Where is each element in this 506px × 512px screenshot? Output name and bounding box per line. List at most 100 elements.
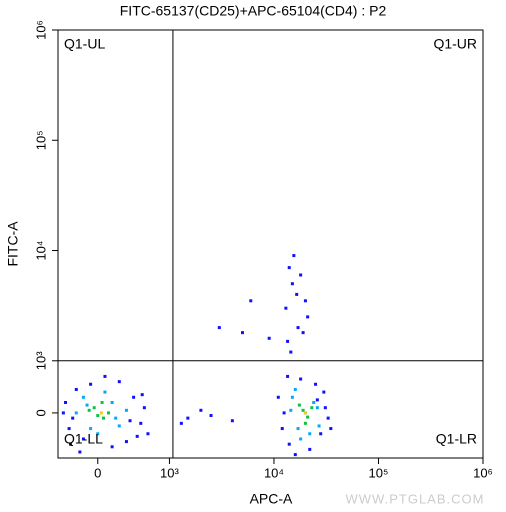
dot <box>69 442 73 446</box>
dot <box>322 390 326 394</box>
dot <box>81 437 85 441</box>
x-tick-label: 10⁶ <box>473 465 493 480</box>
dot <box>303 411 307 415</box>
dot <box>286 339 290 343</box>
y-tick-label: 10⁴ <box>33 241 48 261</box>
y-tick-label: 10⁶ <box>33 20 48 40</box>
dot <box>99 411 103 415</box>
dot <box>217 326 221 330</box>
dot <box>296 326 300 330</box>
dot <box>89 382 93 386</box>
dot <box>301 408 305 412</box>
dot <box>290 395 294 399</box>
dot <box>103 390 107 394</box>
dot <box>96 414 100 418</box>
x-tick-label: 10³ <box>160 465 179 480</box>
dot <box>135 434 139 438</box>
quadrant-label: Q1-LL <box>64 431 103 447</box>
x-tick-label: 0 <box>94 465 101 480</box>
x-tick-label: 10⁴ <box>264 465 284 480</box>
dot <box>78 450 82 454</box>
dot <box>299 377 303 381</box>
dot <box>276 395 280 399</box>
x-axis-label: APC-A <box>250 491 293 507</box>
dot <box>139 421 143 425</box>
dot <box>87 408 91 412</box>
dot <box>286 374 290 378</box>
dot <box>287 442 291 446</box>
y-tick-label: 10⁵ <box>33 130 48 150</box>
quadrant-label: Q1-UL <box>64 36 105 52</box>
dot <box>230 419 234 423</box>
y-axis-label: FITC-A <box>5 221 21 267</box>
dot <box>315 398 319 402</box>
dot <box>314 382 318 386</box>
dot <box>310 406 314 410</box>
dot <box>71 416 75 420</box>
dot <box>306 415 310 419</box>
dot <box>142 406 146 410</box>
dot <box>241 331 245 335</box>
chart-title: FITC-65137(CD25)+APC-65104(CD4) : P2 <box>120 3 387 19</box>
dot <box>64 400 68 404</box>
dot <box>299 273 303 277</box>
dot <box>61 411 65 415</box>
dot <box>289 408 293 412</box>
quadrant-label: Q1-UR <box>433 36 477 52</box>
dot <box>317 424 321 428</box>
dot <box>289 350 293 354</box>
dot <box>89 427 93 431</box>
dot <box>209 414 213 418</box>
dot <box>303 299 307 303</box>
dot <box>249 299 253 303</box>
dot <box>124 408 128 412</box>
dot <box>85 403 89 407</box>
dot <box>308 447 312 451</box>
dot <box>315 406 319 410</box>
dot <box>67 427 71 431</box>
y-tick-label: 10³ <box>33 351 48 370</box>
dot <box>282 411 286 415</box>
dot <box>74 387 78 391</box>
dot <box>96 432 100 436</box>
dot <box>124 440 128 444</box>
dot <box>100 400 104 404</box>
dot <box>308 432 312 436</box>
dot <box>284 306 288 310</box>
dot <box>293 387 297 391</box>
dot <box>81 395 85 399</box>
dot <box>107 411 111 415</box>
dot <box>92 406 96 410</box>
dot <box>74 411 78 415</box>
dot <box>296 427 300 431</box>
dot <box>102 416 106 420</box>
dot <box>290 282 294 286</box>
dot <box>140 393 144 397</box>
dot <box>329 427 333 431</box>
dot <box>199 408 203 412</box>
dot <box>306 315 310 319</box>
dot <box>287 266 291 270</box>
dot <box>293 453 297 457</box>
dot <box>299 437 303 441</box>
dot <box>280 427 284 431</box>
dot <box>295 292 299 296</box>
quadrant-label: Q1-LR <box>436 431 477 447</box>
dot <box>292 254 296 258</box>
dot <box>114 416 118 420</box>
dot <box>319 432 323 436</box>
dot <box>297 403 301 407</box>
plot-frame <box>57 29 484 459</box>
dot <box>323 406 327 410</box>
dot <box>103 374 107 378</box>
dot <box>186 416 190 420</box>
dot <box>301 331 305 335</box>
dot <box>312 400 316 404</box>
dot <box>128 419 132 423</box>
y-tick-label: 0 <box>33 409 48 416</box>
dot <box>110 445 114 449</box>
x-tick-label: 10⁵ <box>369 465 389 480</box>
dot <box>132 395 136 399</box>
dot <box>303 421 307 425</box>
